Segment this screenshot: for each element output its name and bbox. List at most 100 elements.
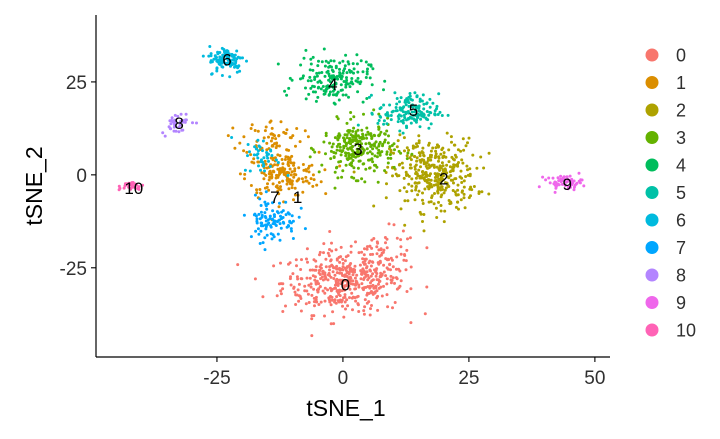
point-cluster-5 [389, 114, 393, 117]
point-cluster-3 [333, 186, 337, 190]
point-cluster-2 [395, 145, 399, 149]
point-cluster-4 [313, 75, 317, 79]
point-cluster-2 [434, 183, 438, 187]
point-cluster-7 [259, 229, 263, 233]
point-cluster-0 [343, 273, 347, 277]
point-cluster-4 [336, 77, 340, 81]
point-cluster-3 [324, 131, 328, 135]
point-cluster-2 [416, 144, 419, 148]
point-cluster-0 [305, 247, 309, 251]
point-cluster-0 [340, 289, 344, 293]
point-cluster-3 [377, 127, 381, 131]
point-cluster-4 [345, 82, 349, 85]
point-cluster-3 [376, 151, 380, 155]
point-cluster-0 [342, 288, 346, 292]
point-cluster-3 [352, 135, 356, 139]
point-cluster-4 [342, 69, 346, 73]
point-cluster-9 [566, 187, 570, 191]
point-cluster-2 [465, 164, 469, 168]
point-cluster-0 [351, 273, 355, 277]
point-cluster-0 [307, 301, 311, 304]
point-cluster-1 [297, 166, 301, 170]
point-cluster-1 [265, 141, 269, 145]
point-cluster-0 [344, 269, 348, 272]
point-cluster-4 [341, 59, 345, 63]
point-cluster-1 [303, 129, 307, 133]
point-cluster-0 [341, 304, 344, 308]
legend-label-10: 10 [676, 321, 696, 341]
point-cluster-5 [436, 113, 440, 116]
point-cluster-10 [125, 182, 129, 186]
y-tick-label: 0 [76, 166, 87, 187]
point-cluster-3 [324, 152, 327, 156]
point-cluster-1 [287, 164, 291, 168]
point-cluster-1 [266, 182, 269, 186]
point-cluster-0 [319, 263, 323, 267]
point-cluster-0 [377, 261, 381, 265]
point-cluster-5 [428, 110, 432, 114]
x-tick-label: 50 [584, 368, 605, 389]
point-cluster-10 [141, 183, 145, 187]
point-cluster-0 [340, 279, 344, 283]
point-cluster-5 [413, 91, 417, 95]
point-cluster-0 [333, 283, 337, 287]
point-cluster-0 [342, 315, 346, 319]
point-cluster-2 [421, 191, 424, 195]
point-cluster-5 [369, 93, 373, 97]
point-cluster-3 [320, 163, 324, 167]
point-cluster-0 [385, 282, 389, 286]
cluster-label-3: 3 [353, 140, 362, 159]
point-cluster-4 [341, 71, 345, 75]
point-cluster-10 [117, 184, 121, 188]
point-cluster-4 [365, 70, 369, 74]
point-cluster-10 [129, 187, 133, 191]
point-cluster-0 [375, 289, 379, 293]
point-cluster-2 [427, 163, 431, 167]
point-cluster-6 [214, 55, 218, 59]
point-cluster-10 [133, 182, 137, 186]
point-cluster-6 [223, 52, 227, 56]
legend-item-7: 7 [645, 238, 686, 258]
point-cluster-6 [220, 74, 224, 77]
point-cluster-3 [340, 175, 344, 179]
point-cluster-2 [413, 154, 417, 158]
point-cluster-5 [405, 126, 409, 130]
point-cluster-5 [395, 97, 399, 100]
point-cluster-6 [231, 58, 235, 62]
point-cluster-0 [378, 279, 382, 283]
point-cluster-2 [448, 170, 452, 174]
point-cluster-4 [348, 85, 352, 89]
point-cluster-7 [278, 222, 282, 226]
point-cluster-3 [336, 138, 340, 142]
point-cluster-7 [258, 197, 262, 201]
point-cluster-4 [347, 68, 351, 72]
point-cluster-4 [309, 86, 313, 90]
point-cluster-4 [307, 92, 311, 96]
point-cluster-4 [327, 78, 331, 82]
point-cluster-6 [253, 145, 257, 149]
point-cluster-1 [297, 177, 301, 181]
point-cluster-6 [243, 168, 247, 172]
legend-label-4: 4 [676, 156, 686, 176]
point-cluster-4 [306, 79, 310, 83]
point-cluster-0 [409, 321, 413, 325]
cluster-label-9: 9 [562, 175, 571, 194]
point-cluster-3 [373, 154, 377, 158]
point-cluster-2 [456, 200, 460, 204]
point-cluster-1 [290, 186, 294, 190]
point-cluster-1 [290, 170, 294, 174]
point-cluster-0 [367, 300, 371, 304]
point-cluster-0 [355, 273, 359, 277]
point-cluster-0 [350, 291, 354, 295]
point-cluster-2 [416, 174, 420, 178]
point-cluster-1 [264, 162, 268, 166]
points-layer [117, 45, 586, 338]
point-cluster-2 [451, 178, 454, 182]
point-cluster-0 [279, 261, 282, 265]
point-cluster-1 [243, 172, 247, 176]
x-tick-label: 0 [338, 368, 349, 389]
point-cluster-6 [267, 152, 270, 156]
point-cluster-2 [439, 152, 443, 156]
point-cluster-3 [362, 136, 366, 140]
point-cluster-0 [317, 271, 321, 275]
